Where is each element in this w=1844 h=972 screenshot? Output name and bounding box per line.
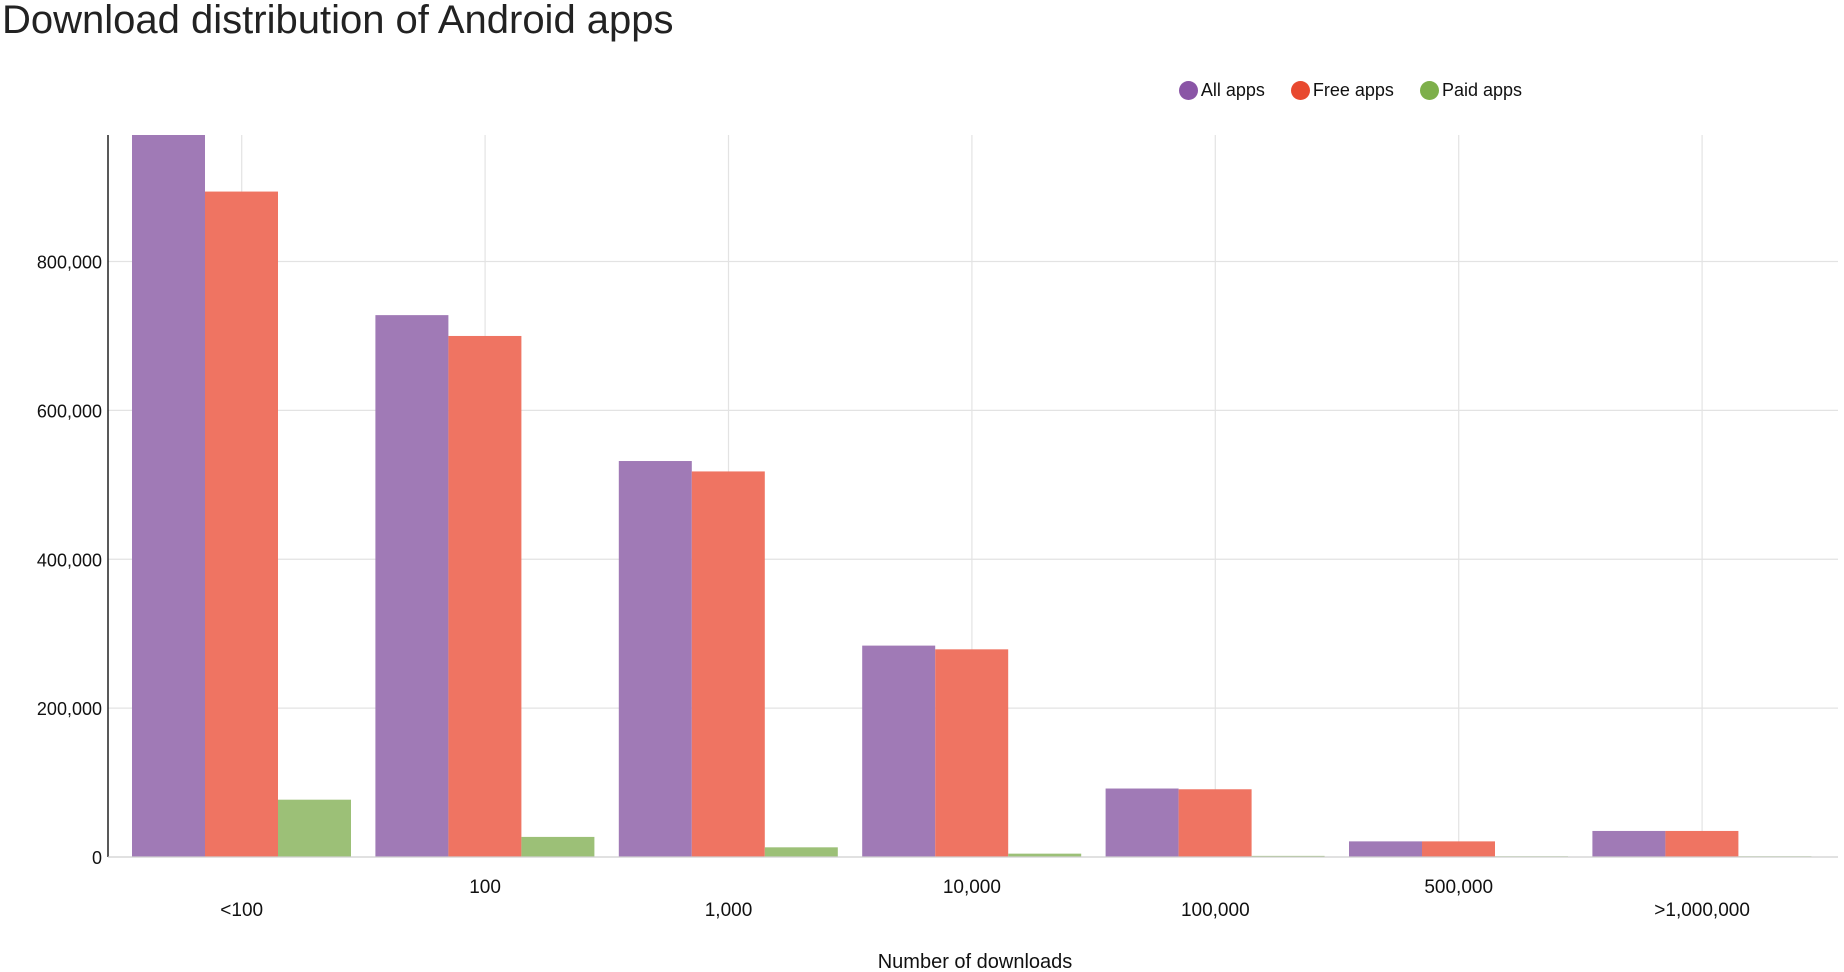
x-tick-label: 10,000 bbox=[943, 877, 1001, 898]
axes bbox=[107, 135, 1838, 858]
bar-paid-apps bbox=[278, 799, 351, 857]
y-tick-label: 600,000 bbox=[37, 401, 102, 421]
bar-free-apps bbox=[1422, 841, 1495, 857]
y-tick-label: 200,000 bbox=[37, 699, 102, 719]
legend-label-free-apps: Free apps bbox=[1312, 80, 1394, 100]
legend-swatch-all-apps bbox=[1178, 81, 1198, 100]
chart-title: Download distribution of Android apps bbox=[2, 0, 674, 42]
bar-free-apps bbox=[448, 335, 522, 857]
bar-free-apps bbox=[935, 649, 1009, 857]
bar-free-apps bbox=[1665, 830, 1739, 857]
bar-all-apps bbox=[1592, 830, 1666, 857]
y-tick-label: 400,000 bbox=[37, 550, 102, 570]
legend-item-paid-apps[interactable]: Paid apps bbox=[1419, 80, 1522, 101]
bar-all-apps bbox=[375, 315, 449, 858]
bar-all-apps bbox=[618, 461, 692, 857]
x-tick-label: <100 bbox=[220, 900, 263, 921]
legend-label-paid-apps: Paid apps bbox=[1441, 80, 1522, 100]
bar-paid-apps bbox=[764, 847, 838, 857]
x-axis-title: Number of downloads bbox=[878, 951, 1073, 972]
x-tick-label: 100,000 bbox=[1181, 900, 1250, 921]
bar-all-apps bbox=[132, 135, 205, 857]
bar-free-apps bbox=[1178, 789, 1252, 857]
bar-free-apps bbox=[691, 471, 765, 857]
legend-swatch-free-apps bbox=[1290, 81, 1310, 100]
bar-free-apps bbox=[205, 191, 278, 857]
bar-all-apps bbox=[862, 645, 936, 857]
bars bbox=[132, 135, 1812, 858]
bar-all-apps bbox=[1105, 788, 1179, 857]
y-tick-label: 800,000 bbox=[37, 253, 102, 273]
bar-paid-apps bbox=[521, 836, 595, 857]
bar-all-apps bbox=[1349, 841, 1422, 857]
x-tick-label: >1,000,000 bbox=[1654, 900, 1750, 921]
legend-label-all-apps: All apps bbox=[1200, 80, 1265, 100]
legend-swatch-paid-apps bbox=[1419, 81, 1439, 100]
chart-legend: All apps Free apps Paid apps bbox=[1178, 80, 1522, 101]
bar-paid-apps bbox=[1008, 853, 1082, 857]
legend-item-free-apps[interactable]: Free apps bbox=[1290, 80, 1394, 101]
y-tick-label: 0 bbox=[92, 848, 102, 868]
legend-item-all-apps[interactable]: All apps bbox=[1178, 80, 1265, 101]
x-tick-label: 500,000 bbox=[1424, 877, 1493, 898]
axis-labels: 0 200,000 400,000 600,000 800,000 <100 100 1,00… bbox=[37, 253, 1750, 972]
x-tick-label: 100 bbox=[469, 877, 501, 898]
x-tick-label: 1,000 bbox=[705, 900, 753, 921]
